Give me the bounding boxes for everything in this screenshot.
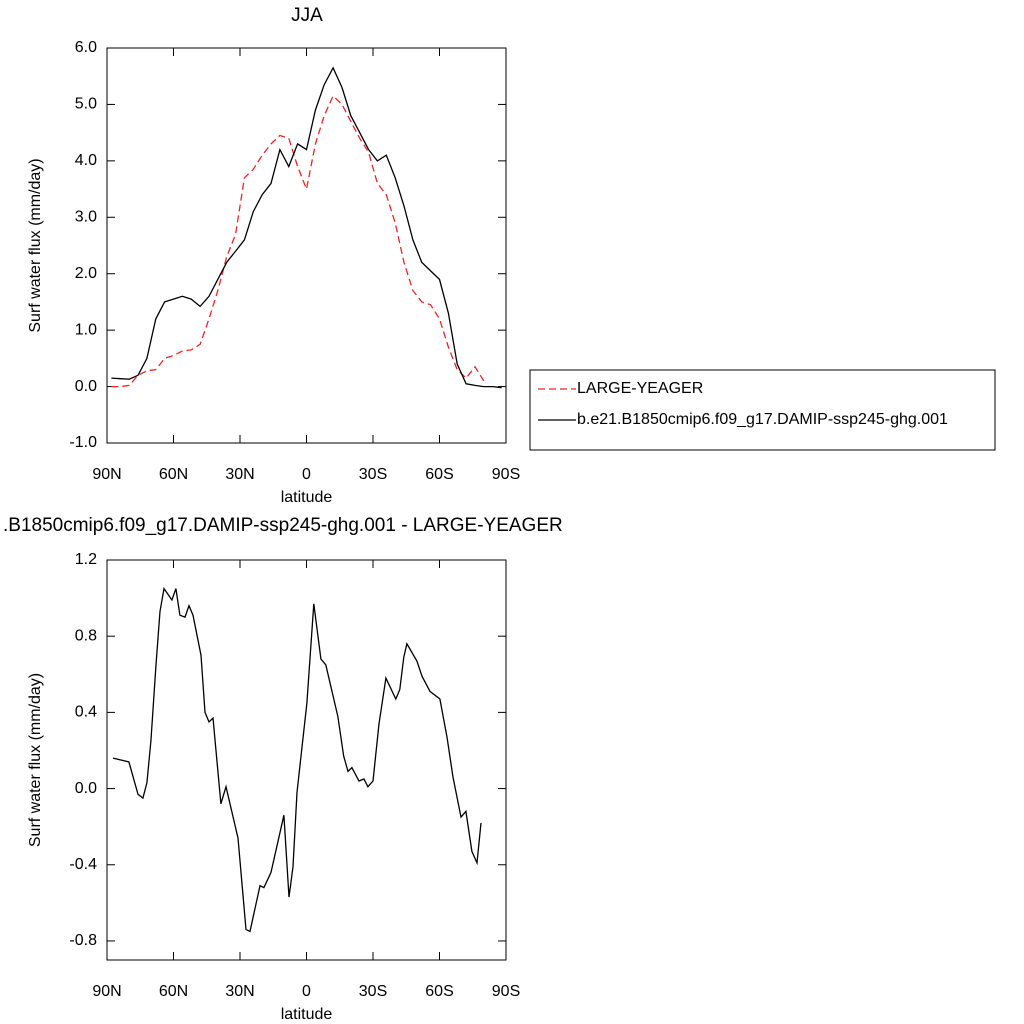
y-tick-label: 3.0 — [75, 209, 97, 226]
y-tick-label: 6.0 — [75, 39, 97, 56]
y-tick-label: 2.0 — [75, 265, 97, 282]
data-line — [111, 66, 502, 389]
y-tick-label: 0.0 — [75, 780, 97, 797]
chart-title: JJA — [291, 5, 323, 26]
x-tick-label: 90S — [492, 466, 520, 483]
y-tick-label: 0.0 — [75, 378, 97, 395]
y-axis-label: Surf water flux (mm/day) — [27, 158, 44, 332]
plot-frame — [106, 559, 507, 961]
y-tick-label: 0.8 — [75, 627, 97, 644]
x-tick-label: 30N — [225, 983, 254, 1000]
legend-label: LARGE-YEAGER — [577, 380, 703, 397]
x-tick-label: 90S — [492, 983, 520, 1000]
x-tick-label: 60N — [159, 466, 188, 483]
x-tick-label: 0 — [302, 983, 311, 1000]
data-line — [111, 94, 485, 388]
y-tick-label: 1.0 — [75, 321, 97, 338]
legend: LARGE-YEAGER b.e21.B1850cmip6.f09_g17.DAM… — [529, 369, 996, 451]
y-tick-label: -0.4 — [69, 856, 97, 873]
x-tick-label: 90N — [92, 466, 121, 483]
y-tick-label: 4.0 — [75, 152, 97, 169]
chart-title: .B1850cmip6.f09_g17.DAMIP-ssp245-ghg.001… — [3, 515, 563, 536]
legend-label: b.e21.B1850cmip6.f09_g17.DAMIP-ssp245-gh… — [577, 411, 948, 428]
y-tick-label: 1.2 — [75, 551, 97, 568]
y-tick-label: -1.0 — [69, 434, 97, 451]
x-tick-label: 30S — [359, 466, 387, 483]
x-axis-label: latitude — [281, 1006, 333, 1023]
x-tick-label: 60N — [159, 983, 188, 1000]
legend-box — [529, 369, 996, 451]
x-tick-label: 30S — [359, 983, 387, 1000]
y-axis-label: Surf water flux (mm/day) — [27, 673, 44, 847]
y-tick-label: 5.0 — [75, 96, 97, 113]
y-tick-label: -0.8 — [69, 932, 97, 949]
x-tick-label: 60S — [425, 983, 453, 1000]
plot-frame — [106, 47, 507, 444]
data-line — [112, 586, 482, 933]
x-tick-label: 90N — [92, 983, 121, 1000]
x-tick-label: 60S — [425, 466, 453, 483]
x-axis-label: latitude — [281, 489, 333, 506]
x-tick-label: 30N — [225, 466, 254, 483]
x-tick-label: 0 — [302, 466, 311, 483]
y-tick-label: 0.4 — [75, 704, 97, 721]
